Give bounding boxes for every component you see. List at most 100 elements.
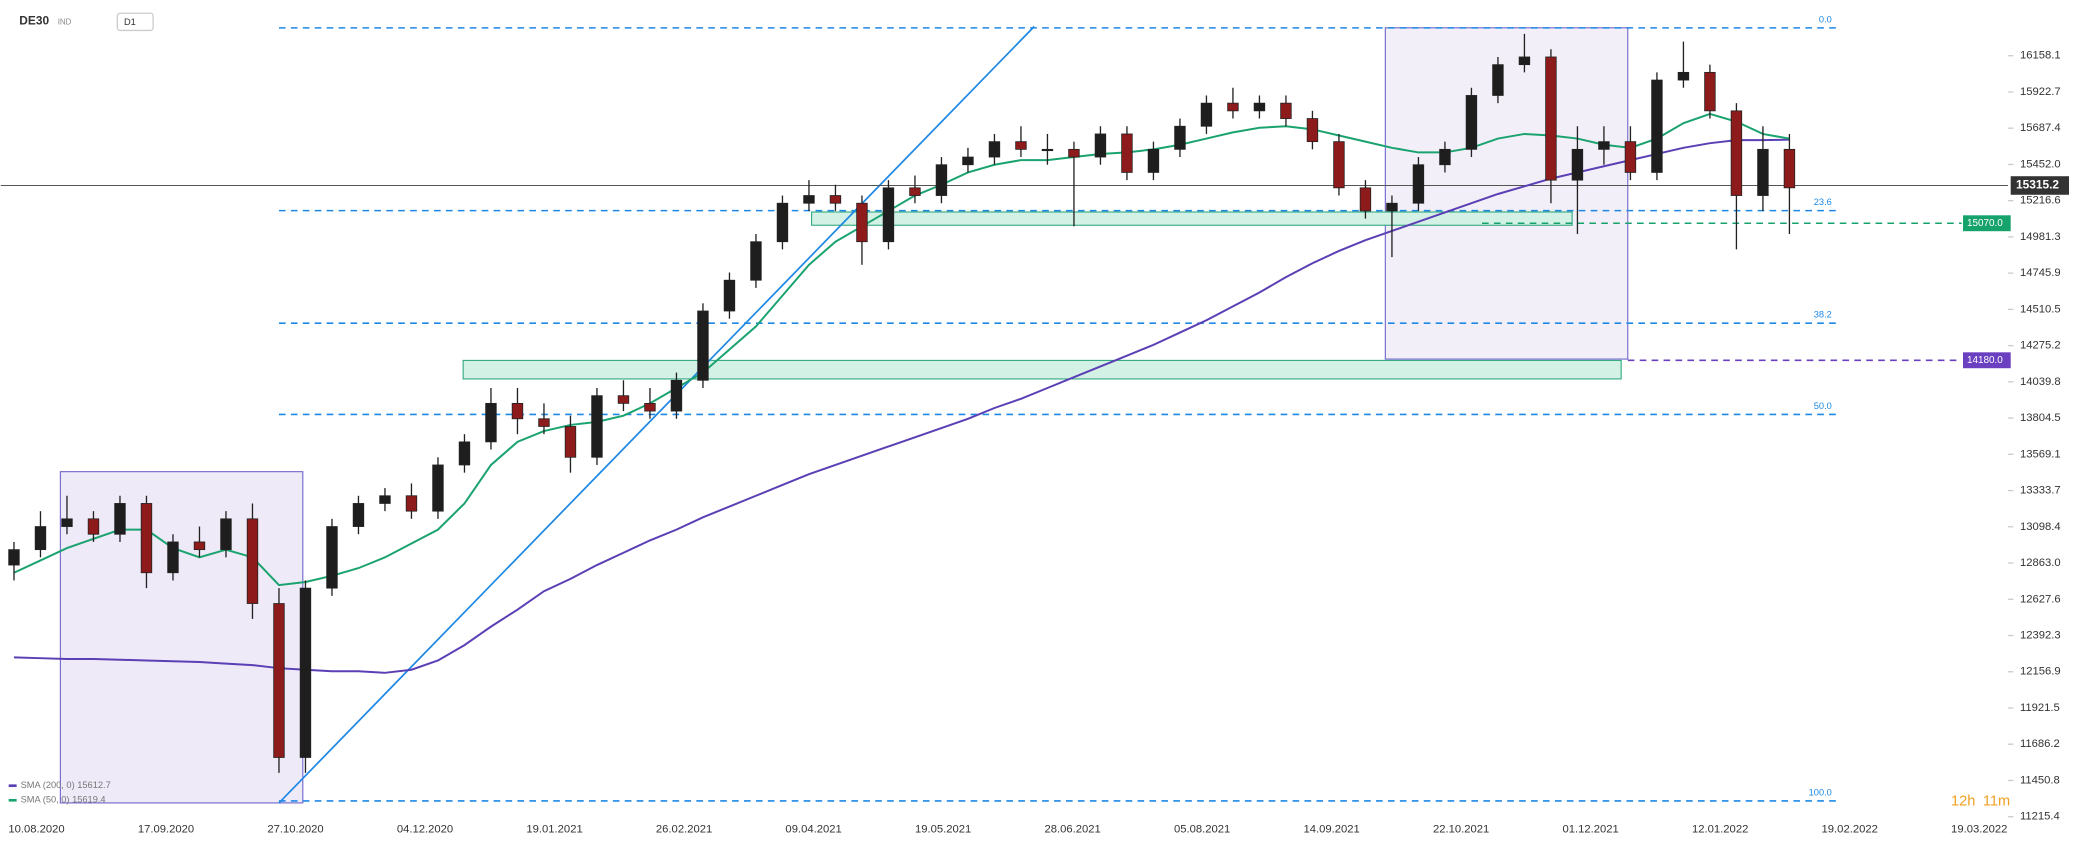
y-tick-label: 15216.6	[2020, 195, 2061, 207]
candle-body	[644, 402, 656, 412]
y-tick-label: 13098.4	[2020, 521, 2061, 533]
candle-body	[405, 495, 418, 512]
candle-body	[299, 587, 312, 758]
x-tick-label: 14.09.2021	[1303, 823, 1359, 835]
candle-body	[87, 518, 100, 535]
x-tick-label: 09.04.2021	[785, 823, 841, 835]
x-tick-label: 10.08.2020	[8, 823, 64, 835]
candle-body	[1465, 95, 1478, 150]
candle-body	[34, 526, 47, 551]
y-tick-label: 11215.4	[2020, 811, 2060, 823]
candle-body	[1757, 148, 1769, 196]
candle-body	[1333, 141, 1345, 189]
candle-body	[1147, 148, 1160, 173]
x-tick-label: 19.03.2022	[1951, 823, 2007, 835]
y-tick-label: 12156.9	[2020, 666, 2061, 678]
candle-body	[1439, 148, 1451, 166]
candle-body	[564, 426, 577, 458]
y-tick-label: 13333.7	[2020, 485, 2061, 497]
y-tick-label: 15687.4	[2020, 122, 2061, 134]
x-tick-label: 28.06.2021	[1044, 823, 1100, 835]
candle-body	[829, 195, 842, 204]
candle-body	[511, 402, 524, 420]
candle-body	[1571, 148, 1584, 181]
candle-body	[326, 526, 338, 589]
candle-body	[485, 402, 497, 443]
candle-body	[1783, 148, 1796, 189]
candle-body	[617, 395, 630, 404]
candle-body	[246, 518, 259, 604]
candle-body	[458, 441, 471, 466]
range-box	[1384, 27, 1629, 360]
candle-body	[1306, 118, 1319, 143]
candle-body	[1677, 71, 1690, 81]
y-tick-label: 14745.9	[2020, 267, 2061, 279]
level-label: 14180.0	[1967, 355, 2003, 366]
candle-body	[591, 395, 603, 458]
x-tick-label: 12.01.2022	[1692, 823, 1748, 835]
candle-body	[379, 495, 391, 504]
y-tick-label: 14510.5	[2020, 303, 2061, 315]
candle-body	[856, 202, 868, 243]
candle-body	[1651, 79, 1663, 173]
level-badge	[1962, 352, 2011, 369]
fib-label: 0.0	[1819, 14, 1832, 24]
candle-body	[1094, 133, 1107, 158]
x-tick-label: 05.08.2021	[1174, 823, 1230, 835]
level-badge	[1962, 215, 2011, 232]
y-tick-label: 11921.5	[2020, 702, 2060, 714]
candle-body	[1598, 141, 1610, 150]
y-tick-label: 12392.3	[2020, 629, 2061, 641]
x-tick-label: 17.09.2020	[138, 823, 194, 835]
candle-body	[1492, 64, 1504, 96]
price-label: 15315.2	[2016, 178, 2059, 192]
candle-body	[1624, 141, 1637, 173]
candle-body	[1730, 110, 1743, 196]
candle-body	[1704, 71, 1716, 112]
legend-entry: SMA (50, 0) 15619.4	[21, 795, 106, 805]
candle-body	[1121, 133, 1133, 173]
fib-label: 100.0	[1809, 787, 1832, 797]
plot: 16158.1 15922.7 15687.4 15452.0 15216.6 14981…	[0, 14, 2069, 835]
candle-body	[776, 202, 789, 243]
candle-body	[1227, 102, 1239, 112]
fib-label: 50.0	[1814, 401, 1832, 411]
x-tick-label: 19.02.2022	[1822, 823, 1878, 835]
support-zone	[462, 359, 1622, 380]
candle-body	[1200, 102, 1213, 127]
interval-select[interactable]	[116, 12, 154, 32]
y-tick-label: 13804.5	[2020, 412, 2061, 424]
candle-body	[352, 503, 365, 527]
legend-entry: SMA (200, 0) 15612.7	[21, 780, 111, 790]
candle-body	[114, 503, 126, 535]
y-tick-label: 12863.0	[2020, 557, 2061, 569]
candle-body	[723, 279, 736, 312]
y-tick-label: 11450.8	[2020, 774, 2060, 786]
trend-line	[278, 25, 1035, 804]
fib-label: 23.6	[1814, 197, 1832, 207]
candle-body	[193, 541, 206, 551]
candle-body	[167, 541, 179, 574]
countdown-hours: 12h	[1951, 793, 1975, 809]
candle-body	[61, 518, 73, 527]
candle-body	[1015, 141, 1027, 150]
y-tick-label: 12627.6	[2020, 593, 2061, 605]
y-tick-label: 13569.1	[2020, 448, 2061, 460]
interval[interactable]: D1	[124, 17, 136, 27]
candle-body	[670, 379, 683, 412]
candle-body	[1412, 164, 1425, 204]
x-tick-label: 19.05.2021	[915, 823, 971, 835]
x-tick-label: 26.02.2021	[656, 823, 712, 835]
x-tick-label: 19.01.2021	[526, 823, 582, 835]
candle-body	[1386, 202, 1398, 212]
y-tick-label: 14275.2	[2020, 340, 2061, 352]
price-badge	[2010, 176, 2069, 195]
support-zone	[811, 211, 1573, 226]
candle-body	[432, 464, 444, 512]
candle-body	[962, 156, 974, 166]
y-tick-label: 16158.1	[2020, 50, 2061, 62]
symbol[interactable]: DE30	[19, 13, 49, 27]
candle-body	[750, 241, 762, 281]
y-tick-label: 11686.2	[2020, 738, 2060, 750]
